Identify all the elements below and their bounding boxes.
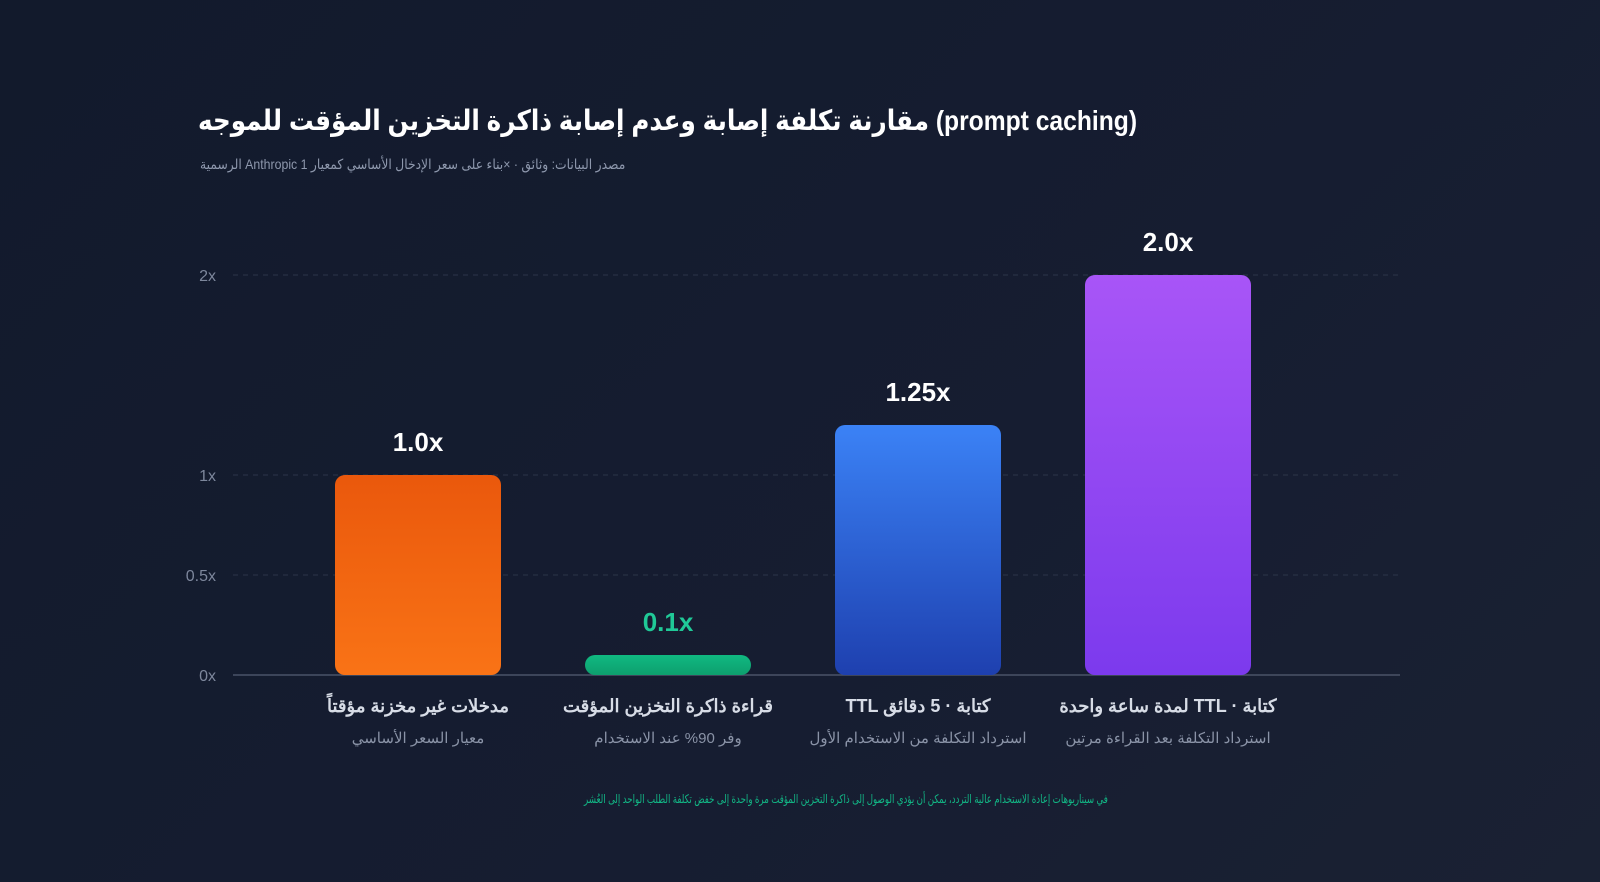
bar bbox=[585, 655, 751, 675]
bar bbox=[835, 425, 1001, 675]
y-tick-label: 2x bbox=[199, 268, 216, 285]
x-category-sublabel: استرداد التكلفة من الاستخدام الأول bbox=[809, 729, 1026, 747]
y-tick-label: 0.5x bbox=[186, 568, 216, 585]
x-category-sublabel: استرداد التكلفة بعد القراءة مرتين bbox=[1065, 730, 1270, 747]
x-category-sublabel: معيار السعر الأساسي bbox=[352, 729, 485, 747]
chart-title: مقارنة تكلفة إصابة وعدم إصابة ذاكرة التخ… bbox=[198, 105, 1138, 136]
chart-subtitle: الرسمية Anthropic مصدر البيانات: وثائق ·… bbox=[200, 156, 626, 172]
data-label: 2.0x bbox=[1143, 227, 1194, 257]
bar bbox=[1085, 275, 1251, 675]
x-category-sublabel: وفر 90% عند الاستخدام bbox=[594, 730, 741, 747]
x-category-label: مدخلات غير مخزنة مؤقتاً bbox=[326, 692, 509, 717]
data-label: 1.0x bbox=[393, 427, 444, 457]
bar bbox=[335, 475, 501, 675]
data-label: 0.1x bbox=[643, 607, 694, 637]
data-label: 1.25x bbox=[885, 377, 951, 407]
x-category-label: قراءة ذاكرة التخزين المؤقت bbox=[563, 696, 773, 717]
y-tick-label: 1x bbox=[199, 468, 216, 485]
x-category-label: TTL كتابة · 5 دقائق bbox=[846, 696, 991, 717]
y-tick-label: 0x bbox=[199, 668, 216, 685]
x-category-label: لمدة ساعة واحدة TTL · كتابة bbox=[1059, 696, 1277, 717]
chart-footnote: في سيناريوهات إعادة الاستخدام عالية التر… bbox=[584, 792, 1108, 806]
